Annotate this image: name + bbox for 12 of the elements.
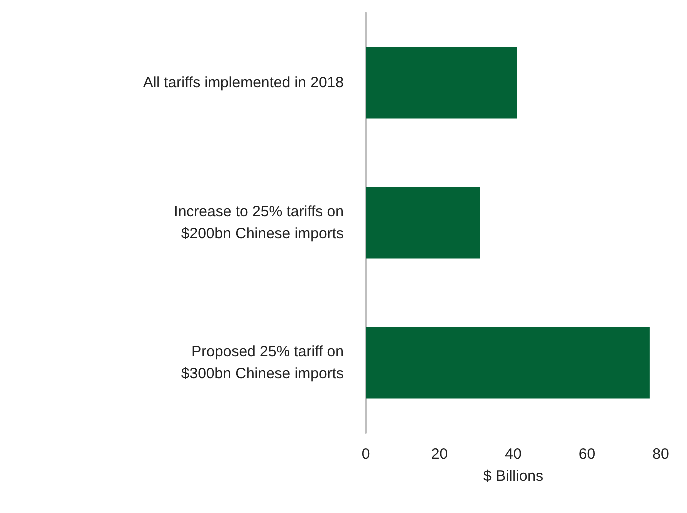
x-axis-title: $ Billions (483, 468, 544, 485)
x-tick-label: 20 (431, 446, 448, 463)
x-tick-label: 80 (652, 446, 670, 463)
y-tick-label: Increase to 25% tariffs on $200bn Chinese imports (174, 204, 344, 242)
y-tick-label: All tariffs implemented in 2018 (143, 74, 344, 92)
bar (366, 187, 480, 259)
y-tick-label: Proposed 25% tariff on $300bn Chinese imports (181, 344, 344, 382)
x-tick-label: 0 (362, 446, 370, 463)
bar (366, 327, 650, 399)
x-tick-label: 60 (578, 446, 596, 463)
x-tick-label: 40 (505, 446, 522, 463)
bar (366, 47, 518, 119)
